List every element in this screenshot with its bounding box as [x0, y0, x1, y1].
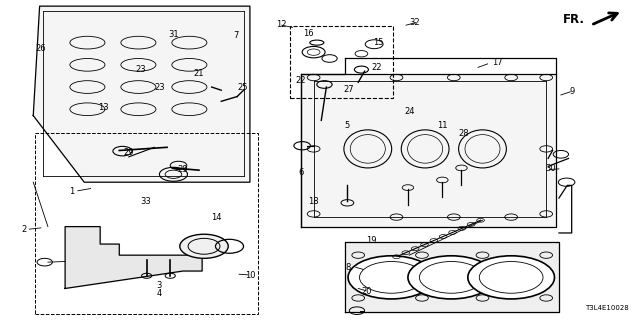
Bar	[35, 133, 257, 314]
Text: 22: 22	[296, 76, 306, 85]
Text: 9: 9	[569, 87, 574, 96]
Polygon shape	[301, 74, 556, 227]
Text: 2: 2	[22, 225, 27, 234]
Text: 31: 31	[168, 29, 179, 39]
Text: 1: 1	[69, 187, 75, 196]
Text: 22: 22	[371, 63, 381, 72]
Text: 7: 7	[233, 31, 239, 40]
Circle shape	[180, 234, 228, 258]
Text: 5: 5	[345, 121, 350, 130]
Text: 24: 24	[404, 107, 415, 116]
Circle shape	[468, 256, 554, 299]
Text: 33: 33	[140, 197, 151, 206]
Text: 20: 20	[362, 287, 372, 296]
Circle shape	[408, 256, 495, 299]
Text: 30: 30	[545, 164, 556, 173]
Text: T3L4E10028: T3L4E10028	[586, 305, 629, 311]
Text: 17: 17	[492, 58, 502, 67]
Text: 4: 4	[157, 289, 162, 298]
Text: 25: 25	[237, 83, 248, 92]
Text: 3: 3	[157, 281, 162, 290]
Text: 12: 12	[276, 20, 287, 29]
Text: 29: 29	[124, 148, 134, 156]
Text: 11: 11	[437, 121, 447, 130]
Text: 16: 16	[303, 28, 314, 38]
Text: 21: 21	[194, 69, 204, 78]
Text: 23: 23	[154, 83, 164, 92]
Text: 8: 8	[345, 263, 351, 272]
Text: 10: 10	[245, 271, 255, 280]
Text: 29: 29	[178, 165, 188, 174]
Bar	[290, 26, 393, 98]
Polygon shape	[65, 227, 202, 288]
Text: 18: 18	[308, 197, 319, 206]
Polygon shape	[346, 243, 559, 312]
Text: 27: 27	[344, 85, 354, 94]
Text: 19: 19	[366, 236, 376, 245]
Text: 14: 14	[211, 212, 221, 222]
Text: 6: 6	[299, 168, 304, 177]
Polygon shape	[33, 6, 250, 182]
Text: 28: 28	[458, 130, 468, 139]
Text: FR.: FR.	[563, 13, 584, 26]
Text: 26: 26	[36, 44, 46, 53]
Text: 32: 32	[409, 18, 420, 27]
Text: 13: 13	[98, 103, 109, 112]
Text: 23: 23	[135, 65, 146, 74]
Text: 15: 15	[373, 38, 383, 47]
Circle shape	[348, 256, 435, 299]
